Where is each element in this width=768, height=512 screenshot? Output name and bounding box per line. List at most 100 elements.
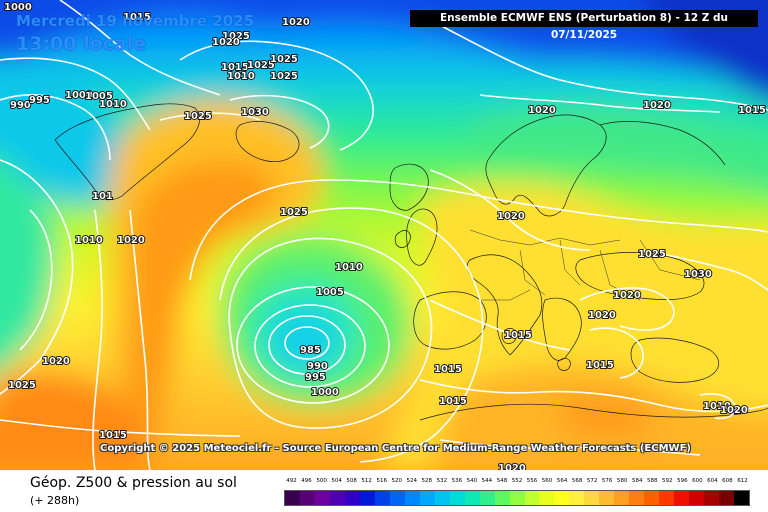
isobar-label: 1020	[613, 290, 641, 301]
scale-swatch	[719, 491, 735, 505]
scale-swatch	[479, 491, 495, 505]
scale-swatch	[419, 491, 435, 505]
scale-label: 536	[451, 478, 463, 484]
isobar-label: 1020	[117, 235, 145, 246]
scale-label: 560	[541, 478, 553, 484]
isobar-label: 1010	[75, 235, 103, 246]
scale-label: 612	[737, 478, 748, 484]
scale-label: 608	[722, 478, 733, 484]
scale-swatch	[584, 491, 600, 505]
isobar-label: 1025	[184, 111, 212, 122]
isobar-label: 1000	[311, 387, 339, 398]
scale-label: 584	[631, 478, 643, 484]
borders	[469, 229, 701, 301]
scale-swatch	[539, 491, 555, 505]
isobar-label: 1020	[720, 405, 748, 416]
scale-label: 588	[647, 478, 658, 484]
isobar-label: 1005	[85, 91, 113, 102]
scale-swatch	[404, 491, 420, 505]
scale-label: 500	[316, 478, 327, 484]
isobar-label: 1025	[270, 54, 298, 65]
scale-swatch	[674, 491, 690, 505]
isobar-label: 1020	[212, 37, 240, 48]
isobar-label: 1020	[282, 17, 310, 28]
scale-label: 568	[571, 478, 583, 484]
scale-swatch	[614, 491, 630, 505]
isobar-label: 1025	[222, 31, 250, 42]
isobar-label: 1010	[99, 99, 127, 110]
scale-swatch	[734, 491, 750, 505]
scale-label: 596	[677, 478, 688, 484]
model-run-banner: Ensemble ECMWF ENS (Perturbation 8) - 12…	[410, 10, 758, 41]
scale-label: 564	[556, 478, 568, 484]
isobar-label: 1010	[227, 71, 255, 82]
scale-swatch	[359, 491, 375, 505]
legend-title: Géop. Z500 & pression au sol	[30, 475, 237, 491]
scale-swatch	[689, 491, 705, 505]
scale-swatch	[374, 491, 390, 505]
isobar-lines	[0, 0, 768, 470]
scale-label: 528	[421, 478, 433, 484]
scale-label: 552	[511, 478, 523, 484]
legend-subtitle: (+ 288h)	[30, 494, 80, 507]
isobar-label: 995	[305, 372, 326, 383]
coastlines	[54, 103, 768, 421]
isobar-label: 1020	[42, 356, 70, 367]
scale-label: 544	[481, 478, 493, 484]
isobar-label: 1000	[65, 90, 93, 101]
scale-label: 540	[466, 478, 478, 484]
isobar-label: 990	[10, 100, 31, 111]
isobar-label: 1025	[280, 207, 308, 218]
isobar-label: 1010	[335, 262, 363, 273]
isobar-label: 1025	[247, 60, 275, 71]
isobar-label: 1030	[241, 107, 269, 118]
isobar-label: 1015	[738, 105, 766, 116]
forecast-date: Mercredi 19 novembre 2025	[16, 12, 255, 30]
forecast-time: 13:00 locale	[16, 33, 147, 55]
isobar-label: 1020	[643, 100, 671, 111]
scale-label: 600	[692, 478, 703, 484]
scale-swatch	[554, 491, 570, 505]
scale-label: 496	[301, 478, 312, 484]
isobar-label: 1015	[434, 364, 462, 375]
scale-label: 604	[707, 478, 718, 484]
scale-swatch	[494, 491, 510, 505]
scale-label: 592	[662, 478, 673, 484]
scale-label: 520	[391, 478, 402, 484]
isobar-label: 1015	[586, 360, 614, 371]
scale-swatch	[389, 491, 405, 505]
isobar-label: 1010	[703, 401, 731, 412]
scale-swatch	[299, 491, 315, 505]
scale-label: 516	[376, 478, 387, 484]
scale-swatch	[449, 491, 465, 505]
isobar-label: 995	[29, 95, 50, 106]
scale-swatch	[509, 491, 525, 505]
isobar-label: 1015	[439, 396, 467, 407]
scale-swatch	[285, 491, 300, 505]
scale-label: 556	[526, 478, 538, 484]
isobar-label: 1020	[588, 310, 616, 321]
scale-swatch	[434, 491, 450, 505]
scale-swatch	[629, 491, 645, 505]
copyright-notice: Copyright © 2025 Meteociel.fr - Source E…	[100, 443, 691, 454]
isobar-label: 1015	[504, 330, 532, 341]
isobar-label: 101	[92, 191, 113, 202]
isobar-label: 1030	[684, 269, 712, 280]
isobar-label: 1025	[270, 71, 298, 82]
isobar-label: 1000	[4, 2, 32, 13]
scale-label: 572	[586, 478, 598, 484]
scale-swatch	[659, 491, 675, 505]
scale-label: 508	[346, 478, 357, 484]
scale-swatch	[599, 491, 615, 505]
scale-swatch	[344, 491, 360, 505]
isobar-label: 1020	[498, 463, 526, 470]
isobar-label: 1015	[123, 12, 151, 23]
scale-swatch	[569, 491, 585, 505]
isobar-label: 1025	[638, 249, 666, 260]
scale-label: 532	[436, 478, 448, 484]
scale-label: 524	[406, 478, 418, 484]
scale-swatch	[464, 491, 480, 505]
scale-swatch	[329, 491, 345, 505]
scale-swatch	[314, 491, 330, 505]
